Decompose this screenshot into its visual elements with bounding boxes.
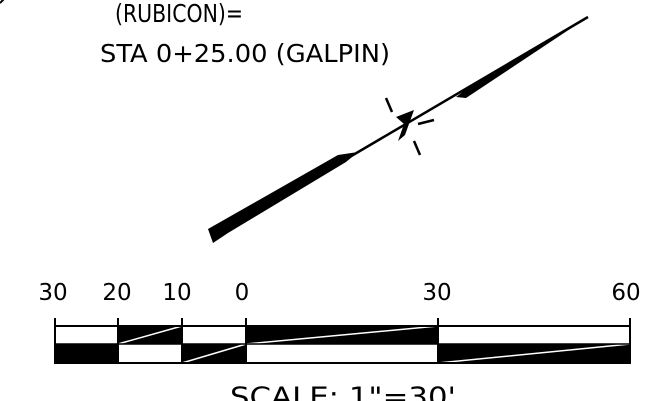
break-symbol [396, 110, 414, 141]
scale-label-30-right: 30 [422, 280, 451, 306]
scale-bar [54, 318, 631, 364]
north-arrow-symbol [208, 15, 589, 243]
scale-diagonal-5 [437, 343, 631, 364]
arrow-head-upper [456, 17, 588, 98]
station-note-line-2: STA 0+25.00 (GALPIN) [100, 39, 390, 68]
scale-diagonal-3 [181, 343, 247, 364]
station-note-line-1: (RUBICON)= [115, 0, 243, 28]
scale-diagonal-1 [54, 343, 119, 364]
scale-label-30-left: 30 [38, 280, 67, 306]
scale-caption: SCALE: 1"=30' [230, 382, 456, 401]
scale-label-0: 0 [235, 280, 250, 306]
arrow-feather-lower [208, 152, 358, 243]
scale-tick-labels: 30 20 10 0 30 60 [38, 280, 640, 306]
break-mark-right [417, 118, 435, 126]
scale-label-10: 10 [162, 280, 191, 306]
scale-label-20: 20 [102, 280, 131, 306]
edge-tick [0, 0, 5, 4]
scale-diagonal-4 [245, 325, 439, 345]
break-mark-top [384, 97, 394, 113]
scale-diagonal-2 [117, 325, 183, 345]
break-mark-bottom [412, 140, 422, 156]
scale-label-60: 60 [611, 280, 640, 306]
